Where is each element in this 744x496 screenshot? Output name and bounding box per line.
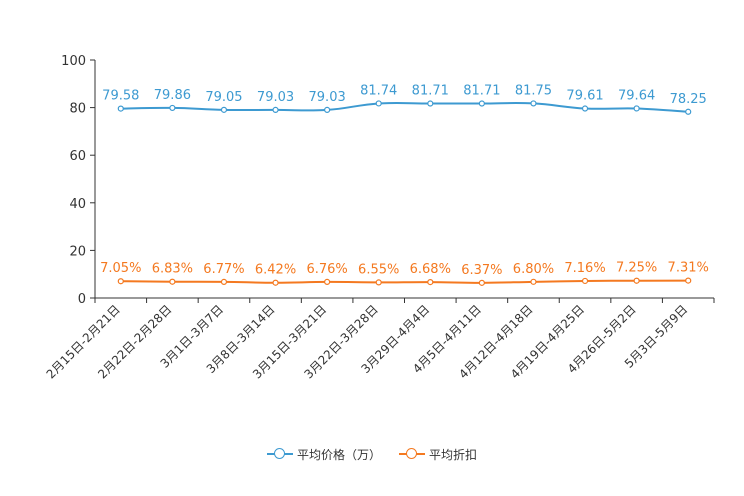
- data-point: [427, 100, 434, 107]
- data-point: [169, 104, 176, 112]
- data-point: [581, 277, 589, 285]
- legend-item-avg-discount[interactable]: 平均折扣: [399, 446, 477, 463]
- data-point: [530, 100, 537, 107]
- data-point: [117, 278, 124, 285]
- legend-line-circle-icon: [399, 448, 425, 460]
- legend-label-avg-price: 平均价格（万）: [296, 447, 381, 462]
- data-label: 7.16%: [564, 261, 605, 276]
- data-label: 79.86: [154, 88, 191, 103]
- data-point: [375, 100, 382, 107]
- data-label: 7.31%: [668, 261, 709, 276]
- y-tick-label: 80: [69, 102, 86, 117]
- chart-legend: 平均价格（万） 平均折扣: [0, 442, 744, 466]
- data-point: [530, 278, 537, 285]
- data-label: 79.64: [618, 88, 655, 103]
- data-label: 79.61: [566, 89, 603, 104]
- data-label: 6.83%: [152, 262, 193, 277]
- y-tick-label: 100: [61, 54, 86, 69]
- data-point: [272, 106, 279, 114]
- data-point: [117, 105, 124, 112]
- data-point: [324, 278, 331, 286]
- data-label: 6.42%: [255, 263, 296, 278]
- series-line-2: [120, 279, 689, 284]
- data-label: 81.71: [463, 84, 500, 99]
- data-label: 6.80%: [513, 262, 554, 277]
- y-tick-label: 0: [78, 292, 86, 307]
- data-label: 78.25: [670, 92, 707, 107]
- data-label: 6.77%: [203, 262, 244, 277]
- data-label: 79.03: [309, 90, 346, 105]
- data-label: 7.05%: [100, 261, 141, 276]
- data-point: [375, 279, 382, 286]
- y-tick-label: 20: [69, 244, 86, 259]
- data-point: [633, 277, 640, 284]
- data-label: 6.55%: [358, 262, 399, 277]
- series-line-1: [120, 101, 689, 113]
- data-label: 6.76%: [306, 262, 347, 277]
- data-label: 81.75: [515, 83, 552, 98]
- data-label: 81.71: [412, 84, 449, 99]
- data-point: [220, 106, 228, 113]
- data-label: 7.25%: [616, 261, 657, 276]
- y-tick-label: 40: [69, 197, 86, 212]
- data-point: [581, 105, 589, 112]
- data-point: [427, 279, 434, 286]
- data-point: [633, 105, 640, 112]
- data-point: [478, 100, 485, 107]
- data-point: [272, 279, 279, 286]
- data-point: [685, 277, 692, 284]
- data-point: [324, 106, 331, 114]
- data-label: 79.05: [205, 90, 242, 105]
- y-tick-label: 60: [69, 149, 86, 164]
- data-point: [220, 278, 228, 285]
- data-label: 79.03: [257, 90, 294, 105]
- data-point: [169, 278, 176, 285]
- data-label: 81.74: [360, 83, 397, 98]
- data-label: 6.37%: [461, 263, 502, 278]
- legend-line-circle-icon: [266, 448, 293, 460]
- data-point: [478, 279, 485, 286]
- legend-label-avg-discount: 平均折扣: [429, 447, 478, 462]
- legend-item-avg-price[interactable]: 平均价格（万）: [266, 446, 381, 463]
- data-label: 79.58: [102, 89, 139, 104]
- data-point: [685, 108, 692, 115]
- data-label: 6.68%: [410, 262, 451, 277]
